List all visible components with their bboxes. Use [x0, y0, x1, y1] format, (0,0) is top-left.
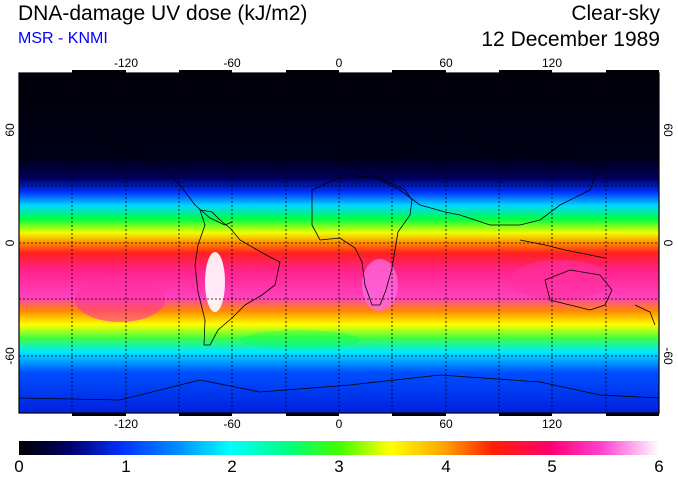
lon-label-top: 120 — [542, 56, 562, 70]
lon-label-bottom: 0 — [336, 417, 343, 431]
australia-peak-area — [510, 260, 610, 300]
australia-coast — [544, 269, 613, 311]
southern-africa-peak-area — [362, 259, 398, 311]
lat-label-right: 0 — [661, 240, 675, 247]
field-variations — [75, 252, 610, 350]
north-america-coast — [99, 139, 233, 226]
colorbar-label: 0 — [14, 457, 24, 476]
south-pacific-peak-area — [75, 278, 165, 322]
antarctica-coast — [19, 374, 659, 401]
colorbar-label: 5 — [547, 457, 557, 476]
new-zealand-coast — [634, 304, 656, 326]
frame-scale-bars — [72, 70, 659, 416]
lat-label-left: -60 — [3, 347, 17, 365]
colorbar-label: 4 — [441, 457, 451, 476]
eurasia-coast — [338, 139, 601, 226]
map-title: DNA-damage UV dose (kJ/m2) — [18, 2, 308, 25]
map-date: 12 December 1989 — [481, 28, 660, 51]
lon-label-bottom: 60 — [439, 417, 453, 431]
lat-label-left: 60 — [3, 123, 17, 137]
lon-label-top: -120 — [114, 56, 138, 70]
sky-condition: Clear-sky — [571, 2, 660, 25]
colorbar-label: 3 — [334, 457, 344, 476]
lon-label-top: 60 — [439, 56, 453, 70]
lat-label-left: 0 — [3, 239, 17, 246]
colorbar-label: 1 — [121, 457, 131, 476]
africa-coast — [311, 174, 413, 306]
data-source: MSR - KNMI — [18, 30, 108, 47]
lat-label-right: 60 — [661, 123, 675, 137]
colorbar-label: 6 — [654, 457, 664, 476]
lon-label-top: -60 — [223, 56, 241, 70]
south-atlantic-band — [240, 330, 360, 350]
lat-label-right: -60 — [661, 347, 675, 365]
colorbar-label: 2 — [227, 457, 237, 476]
graticule — [19, 73, 659, 413]
lon-label-bottom: -120 — [114, 417, 138, 431]
coastlines — [19, 139, 659, 401]
lon-label-bottom: -60 — [223, 417, 241, 431]
lon-label-top: 0 — [336, 56, 343, 70]
lon-label-bottom: 120 — [542, 417, 562, 431]
andes-peak-area — [205, 252, 225, 312]
colorbar — [19, 441, 659, 455]
